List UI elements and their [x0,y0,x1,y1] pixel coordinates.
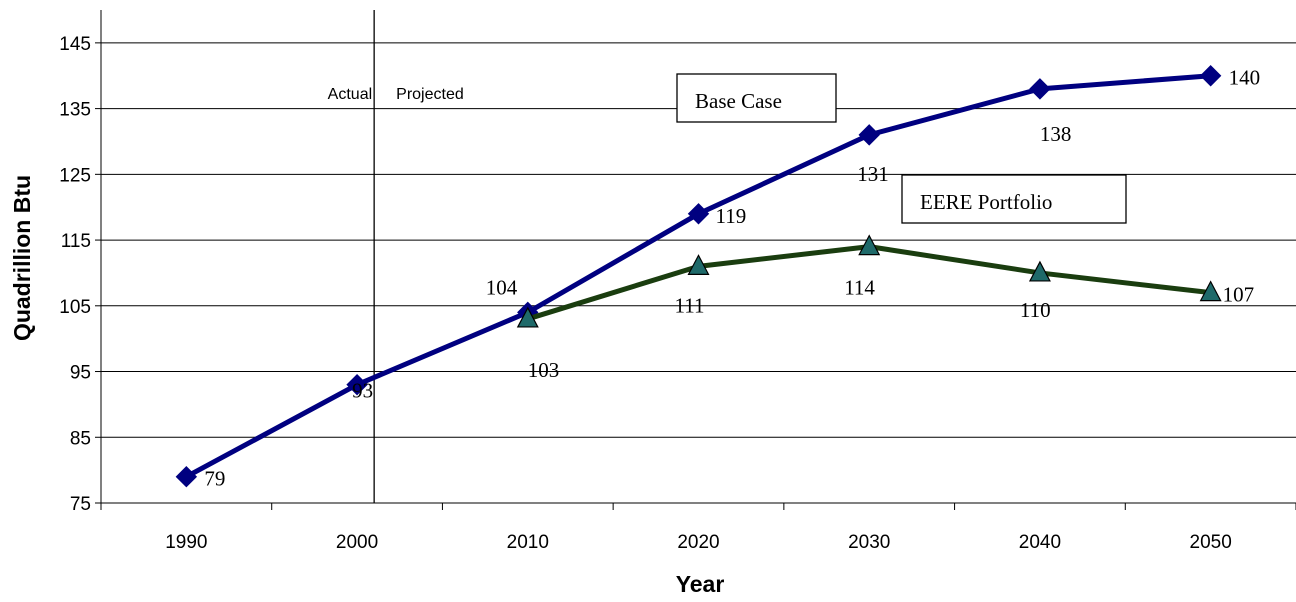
x-tick-label: 2030 [848,532,890,553]
data-point [175,465,198,488]
divider-label-projected: Projected [396,86,464,103]
data-label: 111 [675,293,705,317]
y-axis-title: Quadrillion Btu [9,175,35,341]
data-label: 138 [1040,122,1072,146]
data-label: 114 [844,276,875,300]
data-point [1199,280,1222,302]
data-label: 140 [1229,66,1261,90]
data-point [516,306,539,328]
y-tick-label: 115 [61,231,91,252]
x-tick-label: 2000 [336,532,378,553]
data-point [1029,78,1051,100]
data-point [1199,65,1222,87]
data-label: 131 [857,162,889,186]
x-tick-label: 2050 [1190,532,1232,553]
callout-label: Base Case [695,89,782,113]
data-point [858,234,881,256]
data-point [858,124,880,146]
data-point [346,373,368,396]
callout-label: EERE Portfolio [920,190,1052,214]
data-label: 119 [716,204,747,228]
data-point [687,203,710,225]
divider-label-actual: Actual [328,86,372,103]
x-tick-label: 1990 [165,532,207,553]
data-label: 103 [528,358,560,382]
series-callout-boxes: Base Case EERE Portfolio [676,73,1127,224]
data-label: 107 [1223,283,1255,307]
x-tick-label: 2020 [677,532,719,553]
data-label: 79 [204,467,225,491]
data-label: 93 [352,379,373,403]
y-tick-label: 85 [70,428,91,449]
y-tick-label: 145 [59,34,91,55]
actual-projected-divider: Actual Projected [328,10,464,503]
data-label: 110 [1020,298,1051,322]
x-tick-labels: 1990 2000 2010 2020 2030 2040 2050 [165,532,1232,553]
y-tick-label: 125 [59,165,91,186]
axes [95,10,1296,510]
x-tick-label: 2010 [507,532,549,553]
callout-box [901,174,1127,224]
y-tick-label: 95 [70,363,91,384]
y-tick-label: 105 [59,297,91,318]
x-tick-label: 2040 [1019,532,1061,553]
series-group: 79 93 104 119 131 138 140 103 111 114 110 107 [175,65,1261,491]
data-label: 104 [486,275,518,299]
callout-box [676,73,837,123]
data-point [1028,260,1051,282]
y-tick-labels: 75 85 95 105 115 125 135 145 [59,34,91,515]
y-tick-label: 75 [70,494,91,515]
y-tick-label: 135 [59,100,91,121]
x-axis-title: Year [676,571,725,597]
data-point [687,254,710,275]
